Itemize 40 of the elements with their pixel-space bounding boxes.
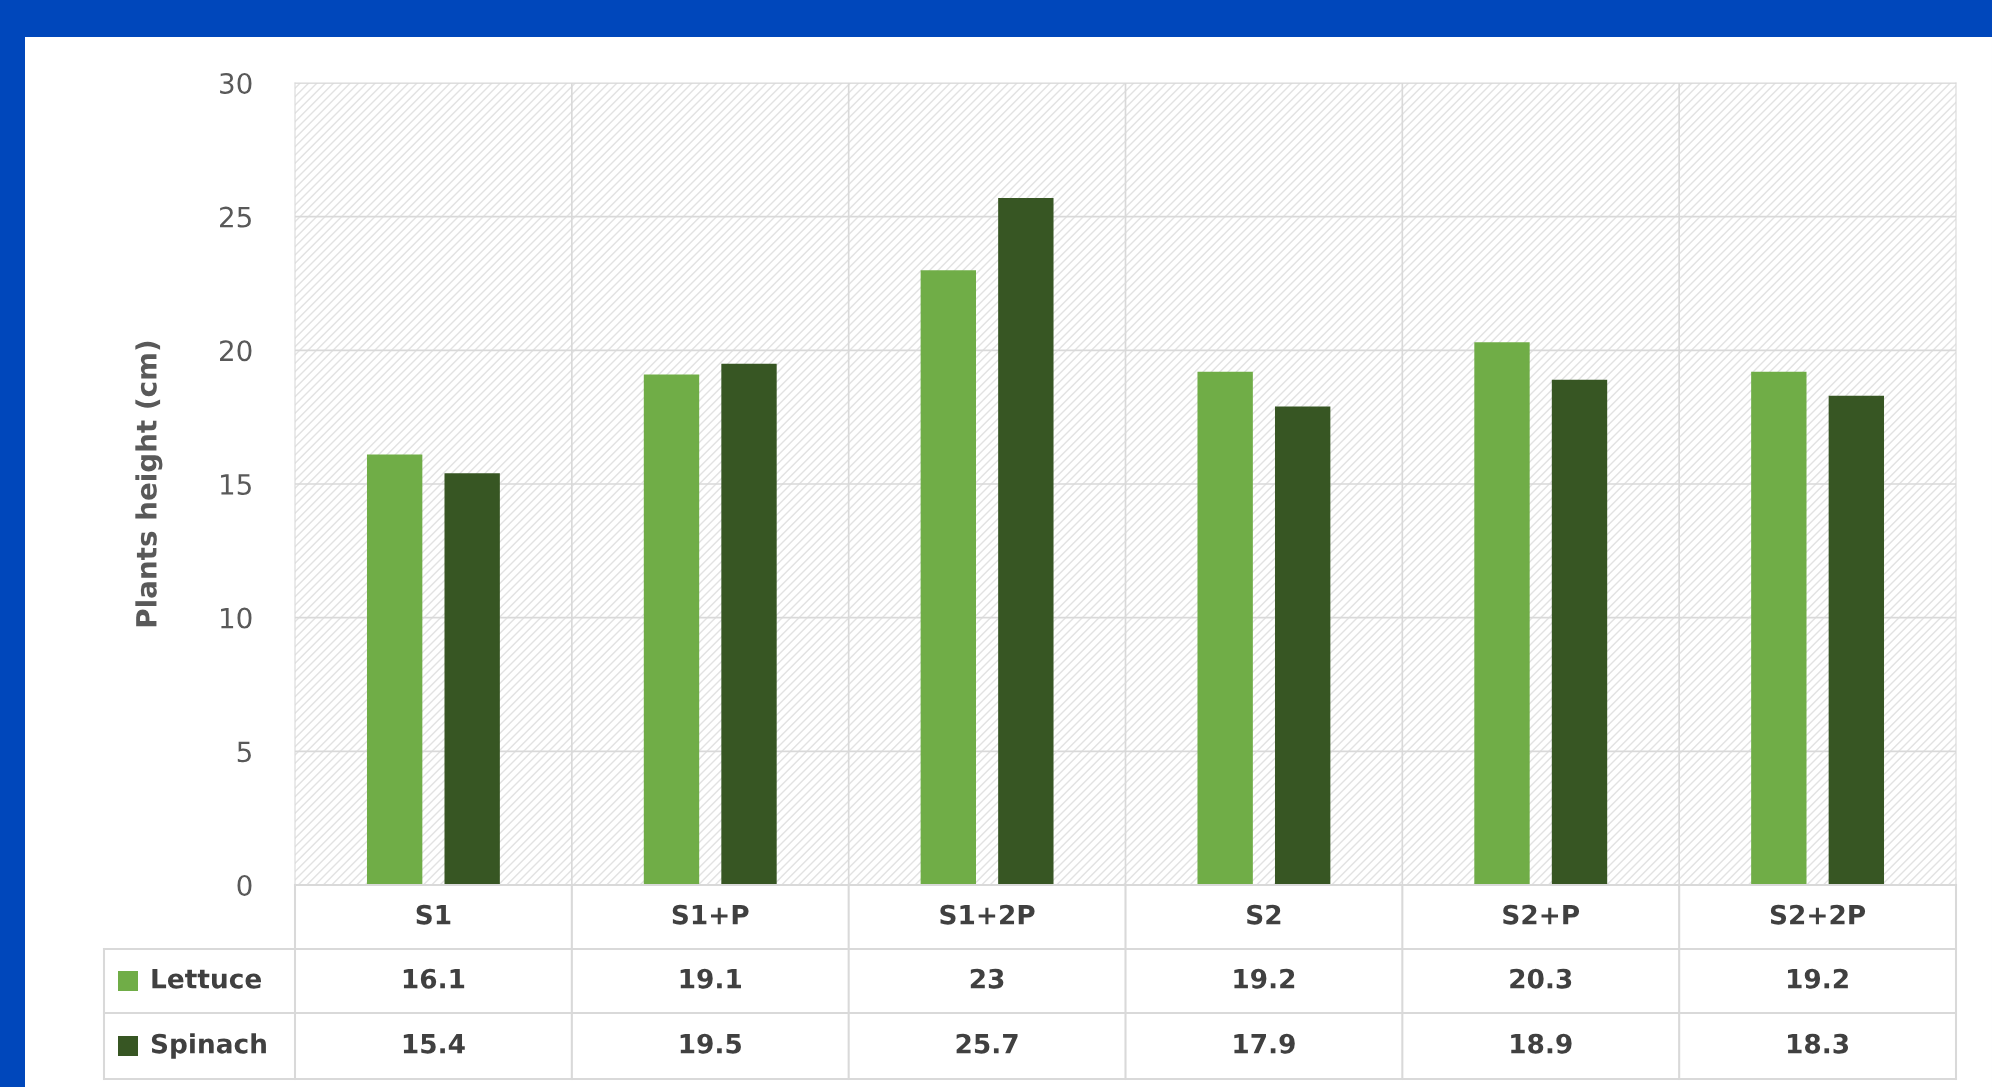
bar [920,270,977,885]
bar [366,454,423,885]
x-tick-label: S1+2P [940,904,1035,925]
y-tick-label: 30 [220,72,252,94]
data-label: 18.3 [1788,1033,1849,1054]
x-tick-label: S1 [416,904,451,925]
bar [643,374,700,885]
bar [1828,395,1885,885]
bar [1751,371,1807,885]
legend-label: Spinach [151,1033,266,1059]
data-label: 18.9 [1511,1033,1572,1054]
y-axis-title: Plants height (cm) [135,341,163,627]
y-tick-label: 5 [237,741,251,763]
y-tick-label: 15 [221,474,251,495]
y-tick-label: 10 [221,607,252,629]
bar [1274,406,1331,885]
data-label: 15.4 [403,1034,465,1054]
data-label: 19.2 [1234,968,1295,989]
bar [998,197,1054,885]
data-label: 25.7 [956,1033,1018,1054]
bar [1551,379,1608,885]
y-tick-label: 20 [220,340,252,362]
bar [1474,342,1530,885]
data-label: 19.1 [680,968,741,989]
y-tick-label: 25 [220,206,251,228]
data-label: 17.9 [1234,1033,1295,1054]
data-label: 16.1 [403,968,465,989]
bar [721,363,777,885]
data-label: 19.5 [680,1033,741,1054]
x-tick-label: S2+2P [1770,904,1866,925]
data-label: 20.3 [1510,968,1572,989]
data-label: 23 [970,968,1004,989]
y-tick-label: 0 [237,874,252,896]
x-tick-label: S1+P [672,904,749,925]
legend-label: Lettuce [152,969,261,989]
bar [444,473,500,885]
bar [1197,371,1253,885]
x-tick-label: S2 [1247,904,1281,925]
data-label: 19.2 [1788,968,1848,989]
x-tick-label: S2+P [1503,904,1580,925]
